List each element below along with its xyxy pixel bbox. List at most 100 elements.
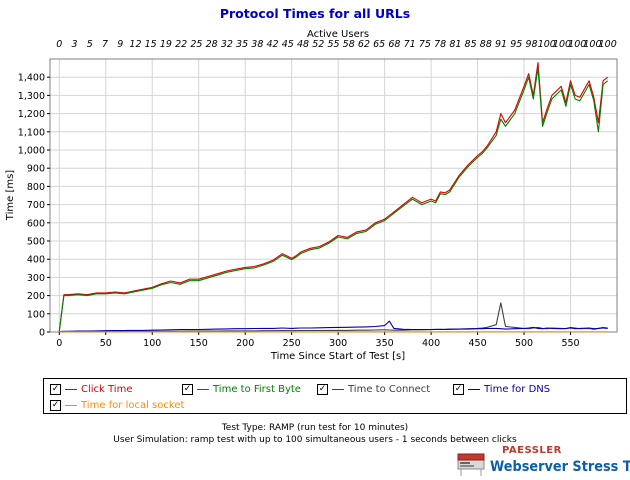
y-tick-label: 300	[27, 273, 45, 284]
top-tick-label: 100	[538, 39, 556, 50]
paessler-logo: PAESSLER Webserver Stress Tool	[455, 445, 630, 480]
y-tick-label: 100	[27, 309, 45, 320]
legend-checkbox[interactable]: ✓	[317, 383, 328, 395]
top-tick-label: 98	[525, 39, 537, 50]
legend-item-click-time[interactable]: ✓ Click Time	[50, 382, 132, 396]
legend-swatch	[332, 388, 344, 390]
top-axis-label: Active Users	[307, 29, 369, 40]
legend-checkbox[interactable]: ✓	[453, 383, 464, 395]
top-tick-label: 100	[583, 39, 601, 50]
top-tick-label: 38	[251, 39, 263, 50]
top-tick-label: 71	[404, 39, 416, 50]
top-tick-label: 58	[343, 39, 355, 50]
top-tick-label: 35	[236, 39, 248, 50]
y-tick-label: 1,400	[18, 73, 45, 84]
legend-item-first-byte[interactable]: ✓ Time to First Byte	[182, 382, 301, 396]
legend: ✓ Click Time ✓ Time to First Byte ✓ Time…	[43, 378, 627, 414]
top-tick-label: 65	[373, 39, 385, 50]
top-tick-label: 0	[56, 39, 62, 50]
top-tick-label: 32	[221, 39, 233, 50]
series-lines	[58, 62, 609, 333]
legend-label: Time to First Byte	[213, 383, 301, 395]
top-tick-label: 3	[72, 39, 78, 50]
x-tick-label: 400	[422, 338, 440, 349]
y-tick-label: 800	[27, 182, 45, 193]
top-tick-label: 25	[190, 39, 202, 50]
y-tick-label: 500	[27, 237, 45, 248]
top-tick-label: 42	[267, 39, 279, 50]
x-tick-label: 350	[376, 338, 394, 349]
legend-checkbox[interactable]: ✓	[182, 383, 193, 395]
y-tick-label: 1,200	[18, 109, 45, 120]
top-tick-label: 68	[388, 39, 400, 50]
x-tick-label: 500	[515, 338, 533, 349]
axis-ticks: 01002003004005006007008009001,0001,1001,…	[18, 39, 617, 349]
top-tick-label: 78	[434, 39, 446, 50]
y-tick-label: 900	[27, 164, 45, 175]
top-tick-label: 28	[206, 39, 218, 50]
legend-swatch	[65, 388, 77, 390]
top-tick-label: 15	[145, 39, 157, 50]
y-tick-label: 1,000	[18, 146, 45, 157]
top-tick-label: 100	[568, 39, 586, 50]
y-tick-label: 1,300	[18, 91, 45, 102]
x-tick-label: 450	[469, 338, 487, 349]
x-tick-label: 50	[100, 338, 112, 349]
logo-product: Webserver Stress Tool	[490, 459, 630, 475]
top-tick-label: 9	[117, 39, 123, 50]
legend-item-connect[interactable]: ✓ Time to Connect	[317, 382, 430, 396]
top-tick-label: 19	[160, 39, 172, 50]
legend-item-local-socket[interactable]: ✓ Time for local socket	[50, 398, 184, 412]
top-tick-label: 5	[87, 39, 93, 50]
legend-swatch	[197, 388, 209, 390]
top-tick-label: 48	[297, 39, 309, 50]
x-axis-label: Time Since Start of Test [s]	[270, 351, 405, 362]
y-tick-label: 1,100	[18, 127, 45, 138]
y-tick-label: 400	[27, 255, 45, 266]
x-tick-label: 150	[190, 338, 208, 349]
y-tick-label: 200	[27, 291, 45, 302]
x-tick-label: 200	[236, 338, 254, 349]
top-tick-label: 75	[419, 39, 431, 50]
legend-label: Click Time	[81, 383, 133, 395]
legend-checkbox[interactable]: ✓	[50, 399, 61, 411]
grid	[50, 59, 617, 333]
logo-brand: PAESSLER	[502, 445, 562, 456]
top-tick-label: 100	[599, 39, 617, 50]
top-tick-label: 91	[495, 39, 507, 50]
top-tick-label: 62	[358, 39, 370, 50]
y-tick-label: 0	[39, 328, 45, 339]
top-tick-label: 85	[465, 39, 477, 50]
test-type-note: Test Type: RAMP (run test for 10 minutes…	[221, 423, 409, 433]
top-tick-label: 12	[129, 39, 141, 50]
y-axis-label: Time [ms]	[5, 170, 16, 222]
server-logo-icon	[457, 453, 485, 476]
legend-swatch	[468, 388, 480, 390]
top-tick-label: 55	[327, 39, 339, 50]
y-tick-label: 600	[27, 218, 45, 229]
x-tick-label: 250	[283, 338, 301, 349]
top-tick-label: 95	[510, 39, 522, 50]
top-tick-label: 88	[480, 39, 492, 50]
top-tick-label: 81	[449, 39, 461, 50]
legend-checkbox[interactable]: ✓	[50, 383, 61, 395]
legend-label: Time to Connect	[348, 383, 431, 395]
user-simulation-note: User Simulation: ramp test with up to 10…	[113, 435, 517, 445]
x-tick-label: 100	[143, 338, 161, 349]
legend-label: Time for DNS	[484, 383, 551, 395]
x-tick-label: 550	[561, 338, 579, 349]
top-tick-label: 45	[282, 39, 294, 50]
x-tick-label: 0	[56, 338, 62, 349]
chart-title: Protocol Times for all URLs	[220, 6, 410, 21]
top-tick-label: 7	[102, 39, 108, 50]
legend-item-dns[interactable]: ✓ Time for DNS	[453, 382, 550, 396]
legend-label: Time for local socket	[81, 399, 185, 411]
top-tick-label: 100	[553, 39, 571, 50]
legend-swatch	[65, 404, 77, 406]
x-tick-label: 300	[329, 338, 347, 349]
top-tick-label: 22	[175, 39, 187, 50]
series-line-time-for-dns	[59, 320, 608, 333]
y-tick-label: 700	[27, 200, 45, 211]
series-line-time-to-first-byte	[58, 67, 609, 332]
